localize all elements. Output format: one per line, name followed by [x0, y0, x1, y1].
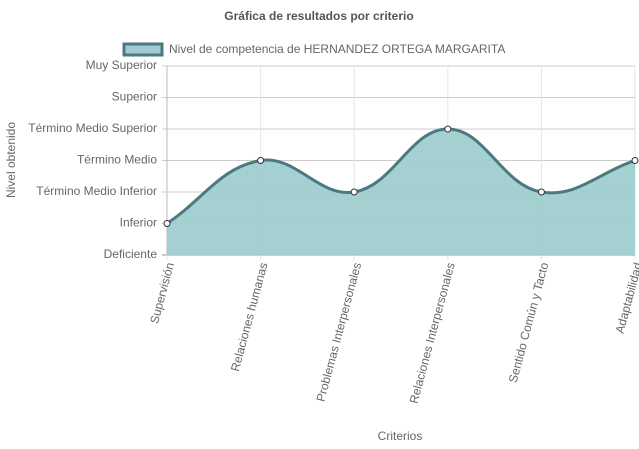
point — [257, 157, 265, 164]
chart-title: Gráfica de resultados por criterio — [224, 9, 413, 23]
y-tick-label: Término Medio Superior — [28, 121, 157, 135]
y-tick-label: Muy Superior — [86, 58, 157, 72]
x-tick-label: Relaciones humanas — [228, 261, 271, 373]
point — [537, 188, 545, 196]
legend-swatch — [122, 42, 164, 57]
y-tick-label: Término Medio — [77, 153, 157, 167]
x-tick-label: Relaciones Interpersonales — [407, 261, 458, 405]
line — [166, 127, 636, 225]
x-tick-label: Supervisión — [147, 261, 177, 325]
y-axis-title: Nivel obtenido — [4, 122, 18, 198]
point — [444, 125, 452, 133]
y-tick-label: Inferior — [120, 216, 157, 230]
y-tick-label: Término Medio Inferior — [36, 184, 157, 198]
y-tick-label: Deficiente — [104, 247, 158, 261]
x-tick-label: Adaptabilidad — [613, 261, 639, 335]
x-axis-title: Criterios — [378, 429, 423, 443]
point — [350, 188, 358, 196]
x-tick-label: Problemas Interpersonales — [314, 261, 365, 403]
x-tick-label: Sentido Común y Tacto — [506, 261, 552, 385]
y-tick-label: Superior — [112, 90, 157, 104]
point — [163, 220, 171, 227]
area — [167, 129, 635, 255]
point — [631, 157, 639, 164]
legend-label: Nivel de competencia de HERNANDEZ ORTEGA… — [169, 42, 505, 56]
